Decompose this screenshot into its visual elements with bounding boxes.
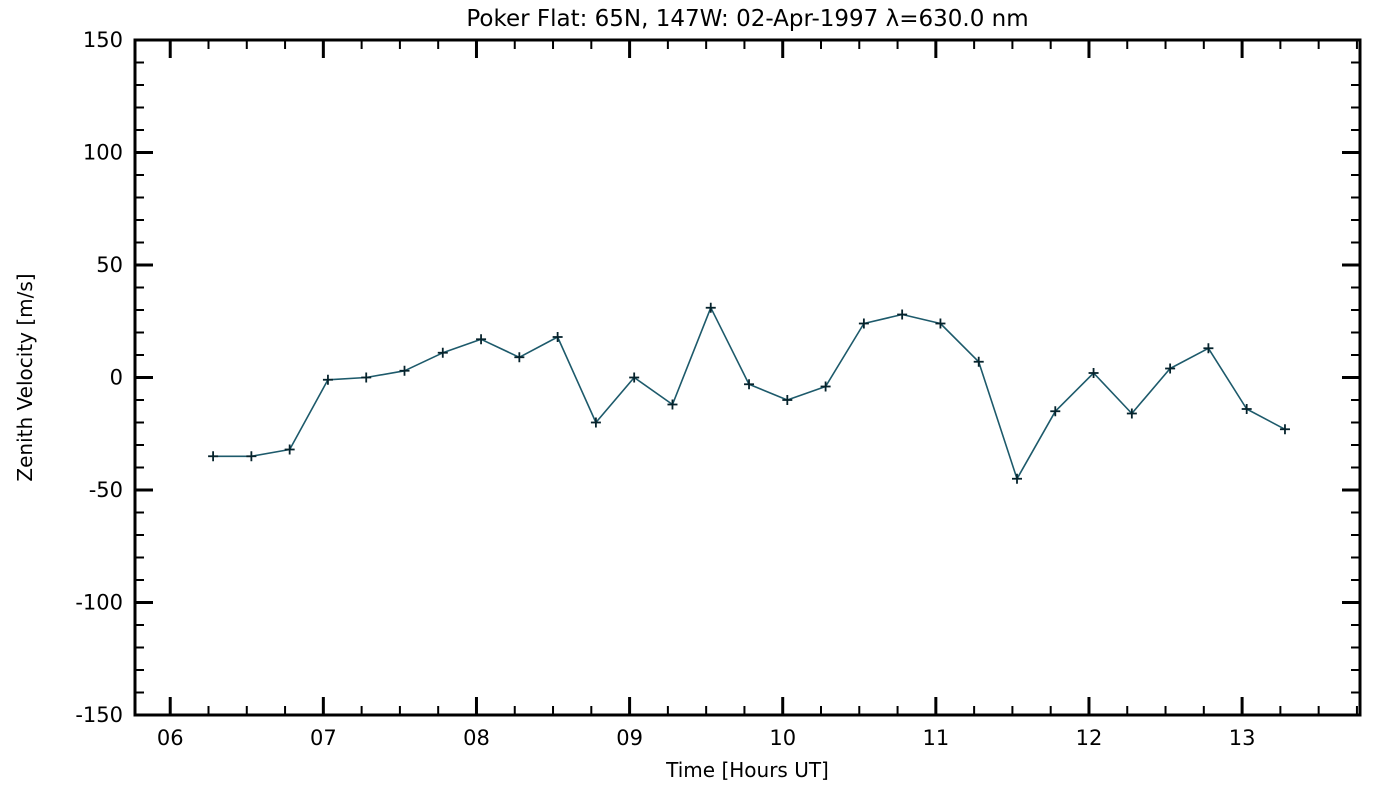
- y-tick-label: -150: [75, 703, 123, 727]
- x-tick-label: 13: [1229, 726, 1256, 750]
- y-tick-label: 100: [83, 141, 123, 165]
- y-tick-label: 0: [110, 366, 123, 390]
- data-markers: [208, 302, 1290, 484]
- y-axis-label: Zenith Velocity [m/s]: [13, 273, 37, 481]
- y-tick-label: -100: [75, 591, 123, 615]
- x-tick-label: 08: [463, 726, 490, 750]
- x-tick-label: 07: [310, 726, 337, 750]
- data-line: [213, 306, 1286, 480]
- axis-frame: [133, 38, 1362, 717]
- y-tick-label: 150: [83, 28, 123, 52]
- x-tick-label: 06: [157, 726, 184, 750]
- y-tick-label: -50: [89, 478, 123, 502]
- x-axis-label: Time [Hours UT]: [665, 758, 829, 782]
- x-tick-label: 11: [922, 726, 949, 750]
- x-tick-label: 10: [769, 726, 796, 750]
- chart-title: Poker Flat: 65N, 147W: 02-Apr-1997 λ=630…: [466, 6, 1028, 32]
- y-tick-label: 50: [96, 253, 123, 277]
- x-tick-label: 09: [616, 726, 643, 750]
- x-tick-label: 12: [1076, 726, 1103, 750]
